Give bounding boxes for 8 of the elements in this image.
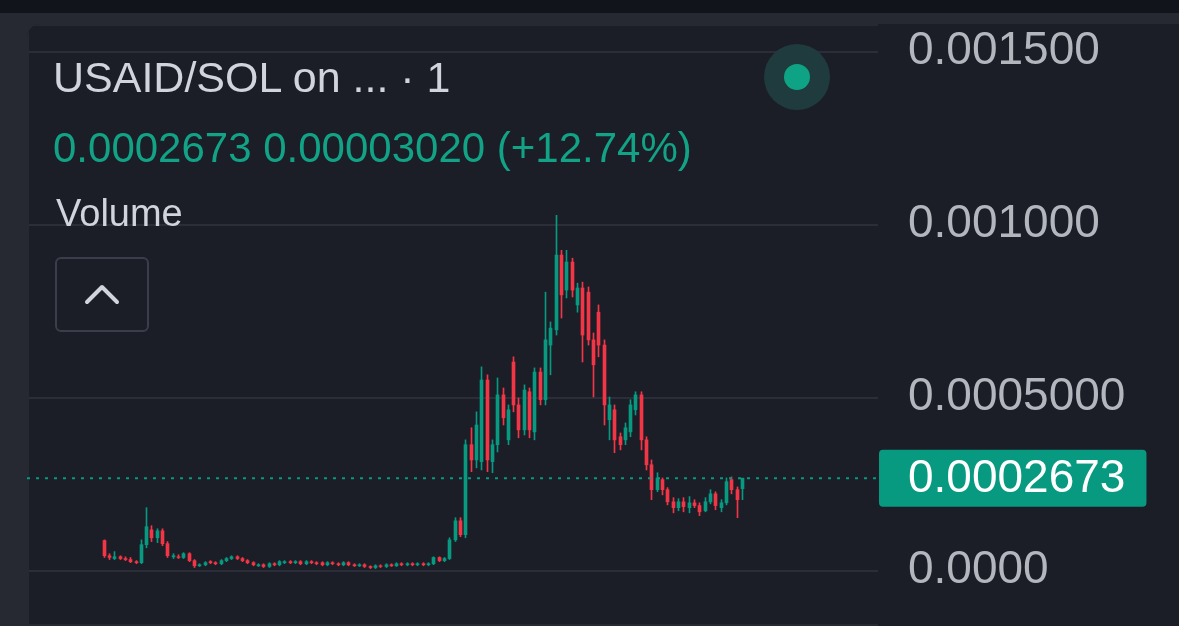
y-tick-label: 0.0005000 bbox=[908, 368, 1126, 421]
y-tick-label: 0.0000 bbox=[908, 541, 1049, 594]
text: 0.0002673 0.00003020 (+12.74%) bbox=[53, 124, 692, 171]
ref-line-label: 0.0002673 bbox=[908, 449, 1126, 502]
y-tick-label: 0.001000 bbox=[908, 195, 1100, 248]
y-tick-label: 0.001500 bbox=[908, 22, 1100, 75]
annotation: Volume bbox=[56, 192, 183, 234]
text: USAID/SOL on ... · 1 bbox=[53, 53, 451, 101]
